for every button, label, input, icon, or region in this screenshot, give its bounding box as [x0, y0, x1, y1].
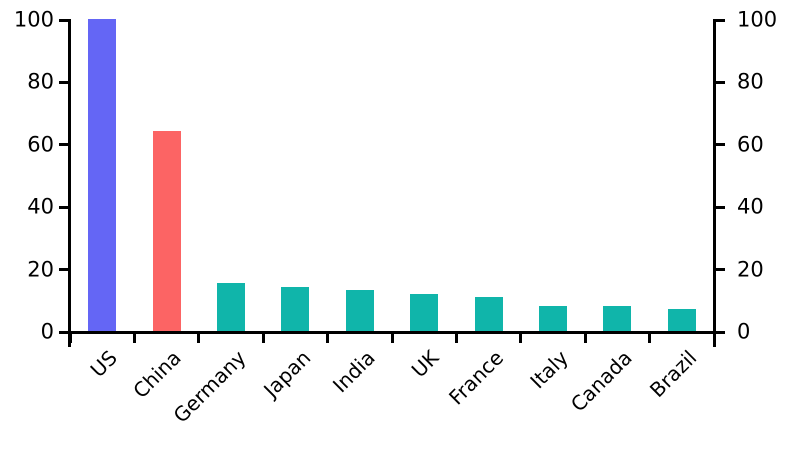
x-tick-mark — [326, 332, 330, 343]
x-tick-mark — [583, 332, 587, 343]
y-axis-right — [713, 19, 716, 347]
x-tick-label-italy: Italy — [524, 345, 573, 394]
y-tick-mark-left — [59, 330, 68, 334]
bar-india — [345, 290, 374, 331]
y-tick-label-right: 60 — [737, 132, 764, 157]
x-tick-mark — [648, 332, 652, 343]
y-tick-label-left: 60 — [27, 132, 54, 157]
y-tick-mark-left — [59, 143, 68, 147]
y-tick-mark-right — [716, 205, 725, 209]
bar-japan — [281, 287, 310, 331]
y-axis-left — [68, 19, 71, 347]
x-tick-mark — [197, 332, 201, 343]
y-tick-mark-left — [59, 80, 68, 84]
x-tick-mark — [712, 332, 716, 343]
x-tick-label-uk: UK — [407, 345, 444, 383]
x-tick-label-us: US — [85, 345, 122, 382]
bar-uk — [410, 293, 439, 331]
x-tick-mark — [132, 332, 136, 343]
y-tick-label-left: 80 — [27, 69, 54, 94]
x-tick-label-brazil: Brazil — [644, 345, 702, 403]
y-tick-mark-left — [59, 18, 68, 22]
y-tick-label-left: 20 — [27, 257, 54, 282]
bar-france — [474, 296, 503, 331]
y-tick-label-left: 100 — [13, 7, 54, 32]
y-tick-label-left: 0 — [40, 319, 54, 344]
x-tick-mark — [519, 332, 523, 343]
bar-italy — [539, 306, 567, 331]
y-tick-mark-left — [59, 205, 68, 209]
x-tick-mark — [261, 332, 265, 343]
x-tick-mark — [390, 332, 394, 343]
y-tick-label-right: 40 — [737, 194, 764, 219]
y-tick-mark-left — [59, 268, 68, 272]
y-tick-mark-right — [716, 80, 725, 84]
x-tick-label-india: India — [327, 345, 380, 398]
x-tick-mark — [68, 332, 72, 343]
bar-canada — [603, 306, 632, 331]
y-tick-mark-right — [716, 330, 725, 334]
y-tick-label-right: 0 — [737, 319, 751, 344]
y-tick-label-right: 100 — [737, 7, 778, 32]
y-tick-label-right: 80 — [737, 69, 764, 94]
x-tick-label-japan: Japan — [258, 345, 315, 402]
x-tick-label-china: China — [128, 345, 187, 403]
bar-china — [152, 131, 181, 331]
bar-germany — [217, 282, 245, 331]
x-tick-mark — [454, 332, 458, 343]
bar-brazil — [667, 309, 696, 331]
y-tick-mark-right — [716, 268, 725, 272]
y-tick-label-left: 40 — [27, 194, 54, 219]
x-tick-label-canada: Canada — [566, 345, 637, 417]
y-tick-mark-right — [716, 18, 725, 22]
x-tick-label-france: France — [444, 345, 509, 410]
y-tick-label-right: 20 — [737, 257, 764, 282]
bar-us — [88, 19, 117, 331]
y-tick-mark-right — [716, 143, 725, 147]
